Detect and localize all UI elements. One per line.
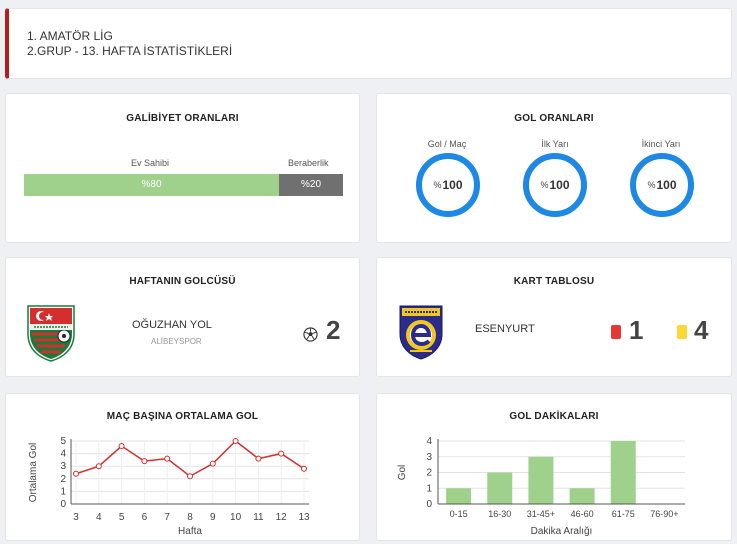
esenyurt-logo	[399, 305, 443, 360]
x-tick-label: 76-90+	[650, 509, 678, 519]
x-tick-label: 31-45+	[527, 509, 555, 519]
player-name: OĞUZHAN YOL	[132, 319, 212, 331]
bar-61-75	[610, 441, 636, 504]
y-tick-label: 5	[60, 436, 66, 447]
x-tick-label: 11	[253, 512, 264, 523]
y-axis-label: Gol	[397, 465, 408, 481]
player-team: ALİBEYSPOR	[151, 337, 202, 346]
data-point	[141, 458, 148, 465]
avg-goals-chart-card: MAÇ BAŞINA ORTALAMA GOL 0 1 2 3 4 5 3 4 5 6 7 8 9 10 1…	[5, 393, 360, 541]
data-point	[232, 438, 239, 444]
card-table-card: KART TABLOSU ESENYURT 1 4	[376, 257, 732, 377]
goal-minutes-chart-card: GOL DAKİKALARI 0 1 2 3 4 0-15 16-30 31-45+ 46-60…	[376, 393, 732, 541]
league-title: 1. AMATÖR LİG	[27, 29, 113, 43]
x-tick-label: 0-15	[450, 509, 468, 519]
data-point	[209, 460, 216, 467]
goal-rates-title: GOL ORANLARI	[514, 113, 594, 124]
data-point	[301, 465, 307, 472]
soccer-ball-icon	[303, 327, 318, 342]
goal-minutes-chart: 0 1 2 3 4 0-15 16-30 31-45+ 46-60 61-75 76-90+ Daki…	[397, 436, 685, 537]
y-tick-label: 2	[60, 474, 66, 485]
goals-per-match-ring: % 100	[416, 153, 480, 217]
y-tick-label: 1	[60, 486, 66, 497]
second-half-ring: % 100	[630, 153, 694, 217]
y-tick-label: 4	[60, 449, 66, 460]
card-table-title: KART TABLOSU	[513, 276, 595, 287]
goals-per-match-label: Gol / Maç	[427, 139, 467, 149]
y-tick-label: 0	[426, 499, 432, 510]
x-tick-label: 46-60	[571, 509, 594, 519]
x-tick-label: 3	[73, 512, 79, 523]
card-team-name: ESENYURT	[475, 323, 535, 335]
y-tick-label: 4	[426, 436, 432, 447]
x-tick-label: 5	[119, 512, 125, 523]
goal-minutes-title: GOL DAKİKALARI	[509, 411, 599, 422]
data-point	[164, 455, 171, 462]
goals-per-match-value: 100	[442, 178, 463, 192]
alibeyspor-logo	[27, 305, 75, 362]
draw-bar: %20	[279, 174, 343, 196]
data-point	[255, 455, 262, 462]
draw-label: Beraberlik	[288, 158, 329, 168]
data-point	[118, 443, 125, 450]
x-tick-label: 9	[210, 512, 216, 523]
x-tick-label: 6	[142, 512, 148, 523]
avg-goals-title: MAÇ BAŞINA ORTALAMA GOL	[106, 411, 259, 422]
second-half-value: 100	[656, 178, 677, 192]
y-tick-label: 2	[426, 468, 432, 479]
top-scorer-card: HAFTANIN GOLCÜSÜ OĞUZHAN YOL ALİBEYSPOR …	[5, 257, 360, 377]
home-label: Ev Sahibi	[131, 158, 170, 168]
red-card-count: 1	[629, 315, 644, 345]
data-point	[187, 473, 193, 480]
yellow-card-icon	[677, 325, 687, 339]
y-tick-label: 3	[60, 461, 66, 472]
yellow-card-count: 4	[694, 315, 709, 345]
first-half-value: 100	[549, 178, 570, 192]
y-axis-label: Ortalama Gol	[28, 443, 39, 502]
x-tick-label: 8	[187, 512, 193, 523]
first-half-label: İlk Yarı	[541, 139, 569, 149]
x-axis-label: Dakika Aralığı	[531, 526, 593, 537]
x-tick-label: 61-75	[612, 509, 635, 519]
red-card-icon	[611, 325, 621, 339]
data-point	[278, 450, 285, 457]
y-tick-label: 1	[426, 483, 432, 494]
bar-16-30	[487, 472, 513, 504]
data-point	[95, 463, 102, 470]
top-scorer-title: HAFTANIN GOLCÜSÜ	[129, 276, 236, 287]
goal-rates-card: GOL ORANLARI Gol / Maç İlk Yarı İkinci Y…	[376, 93, 732, 243]
x-tick-label: 7	[164, 512, 170, 523]
win-rates-title: GALİBİYET ORANLARI	[126, 113, 239, 124]
second-half-label: İkinci Yarı	[641, 139, 681, 149]
x-axis-label: Hafta	[178, 526, 202, 537]
bar-31-45+	[528, 456, 554, 504]
bar-46-60	[569, 488, 595, 504]
x-tick-label: 13	[298, 512, 310, 523]
first-half-ring: % 100	[523, 153, 587, 217]
x-tick-label: 10	[230, 512, 242, 523]
week-title: 2.GRUP - 13. HAFTA İSTATİSTİKLERİ	[27, 44, 233, 58]
x-tick-label: 16-30	[488, 509, 511, 519]
home-win-bar: %80	[24, 174, 279, 196]
win-rates-card: GALİBİYET ORANLARI Ev Sahibi Beraberlik …	[5, 93, 360, 243]
bar-0-15	[446, 488, 472, 504]
y-tick-label: 0	[60, 499, 66, 510]
scorer-goal-count: 2	[326, 315, 341, 345]
y-tick-label: 3	[426, 452, 432, 463]
data-point	[73, 470, 79, 477]
x-tick-label: 4	[96, 512, 102, 523]
x-tick-label: 12	[276, 512, 288, 523]
page-header: 1. AMATÖR LİG 2.GRUP - 13. HAFTA İSTATİS…	[5, 8, 732, 79]
